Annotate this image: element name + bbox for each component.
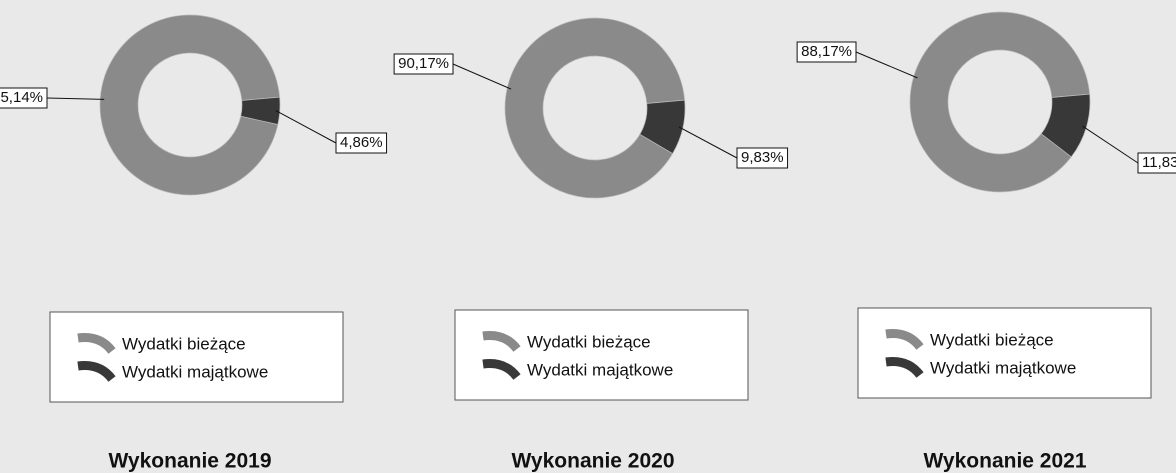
label-box <box>736 147 789 169</box>
legend-swatch <box>482 331 521 352</box>
leader-line <box>46 97 105 100</box>
donut-slice <box>504 17 686 199</box>
data-label: 90,17% <box>398 55 449 72</box>
data-label: 4,86% <box>340 134 383 151</box>
label-box <box>796 41 857 63</box>
leader-line <box>452 63 512 90</box>
legend-box <box>454 309 749 401</box>
data-label: 9,83% <box>741 149 784 166</box>
chart-title: Wykonanie 2020 <box>511 450 674 473</box>
leader-line <box>275 110 337 144</box>
data-label: 95,14% <box>0 89 43 106</box>
legend-swatch <box>885 357 924 378</box>
data-label: 11,83% <box>1142 154 1176 171</box>
leader-line <box>855 51 918 79</box>
legend-label: Wydatki majątkowe <box>527 360 673 379</box>
leader-line <box>1082 125 1139 164</box>
data-label: 88,17% <box>801 43 852 60</box>
leader-line <box>678 126 738 159</box>
donut-slice <box>1040 93 1091 158</box>
legend-swatch <box>77 361 116 382</box>
label-box <box>1137 152 1176 174</box>
donut-slice <box>909 11 1091 193</box>
legend-label: Wydatki bieżące <box>122 334 246 353</box>
legend-box <box>857 307 1152 399</box>
donut-slice <box>99 14 281 196</box>
legend-box <box>49 311 344 403</box>
label-box <box>0 87 48 109</box>
legend-swatch <box>885 329 924 350</box>
legend-label: Wydatki majątkowe <box>930 358 1076 377</box>
legend-label: Wydatki majątkowe <box>122 362 268 381</box>
chart-title: Wykonanie 2021 <box>923 450 1086 473</box>
legend-label: Wydatki bieżące <box>527 332 651 351</box>
label-box <box>335 132 388 154</box>
label-box <box>393 53 454 75</box>
chart-title: Wykonanie 2019 <box>108 450 271 473</box>
donut-slice <box>240 96 281 125</box>
legend-swatch <box>482 359 521 380</box>
legend-swatch <box>77 333 116 354</box>
legend-label: Wydatki bieżące <box>930 330 1054 349</box>
donut-slice <box>639 99 686 155</box>
